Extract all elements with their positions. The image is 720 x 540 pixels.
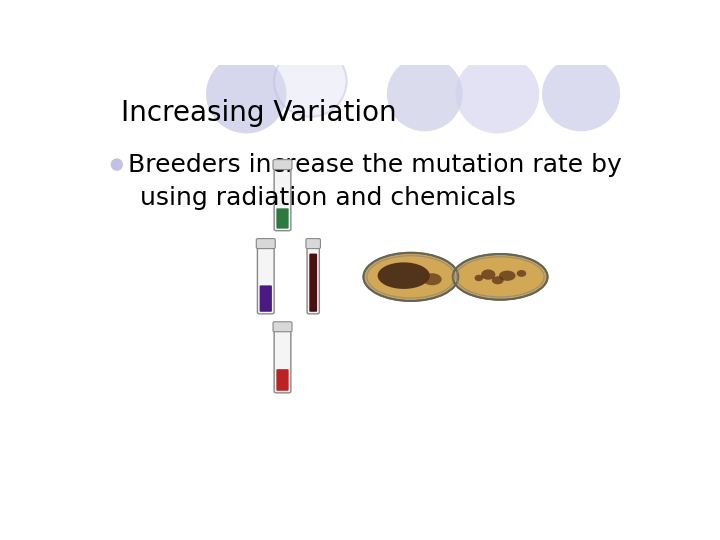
Ellipse shape bbox=[387, 57, 463, 131]
Ellipse shape bbox=[364, 253, 458, 301]
FancyBboxPatch shape bbox=[310, 254, 317, 312]
FancyBboxPatch shape bbox=[276, 369, 289, 391]
Ellipse shape bbox=[474, 275, 483, 281]
FancyBboxPatch shape bbox=[260, 285, 272, 312]
FancyBboxPatch shape bbox=[274, 323, 291, 393]
FancyBboxPatch shape bbox=[258, 240, 274, 314]
FancyBboxPatch shape bbox=[256, 239, 275, 248]
Ellipse shape bbox=[499, 271, 516, 281]
FancyBboxPatch shape bbox=[276, 208, 289, 228]
Ellipse shape bbox=[481, 269, 495, 280]
Ellipse shape bbox=[517, 270, 526, 277]
FancyBboxPatch shape bbox=[274, 161, 291, 231]
FancyBboxPatch shape bbox=[273, 160, 292, 170]
Ellipse shape bbox=[456, 257, 544, 297]
FancyBboxPatch shape bbox=[307, 240, 320, 314]
Ellipse shape bbox=[542, 57, 620, 131]
Ellipse shape bbox=[456, 55, 539, 133]
Text: Breeders increase the mutation rate by: Breeders increase the mutation rate by bbox=[128, 153, 621, 177]
Text: using radiation and chemicals: using radiation and chemicals bbox=[140, 186, 516, 210]
Ellipse shape bbox=[492, 276, 504, 284]
Ellipse shape bbox=[367, 256, 455, 298]
FancyBboxPatch shape bbox=[306, 239, 320, 248]
Ellipse shape bbox=[378, 262, 430, 289]
Ellipse shape bbox=[111, 158, 123, 171]
Ellipse shape bbox=[206, 55, 287, 133]
FancyBboxPatch shape bbox=[273, 322, 292, 332]
Ellipse shape bbox=[453, 254, 547, 300]
Ellipse shape bbox=[274, 46, 346, 117]
Ellipse shape bbox=[423, 273, 441, 285]
Text: Increasing Variation: Increasing Variation bbox=[121, 99, 396, 126]
